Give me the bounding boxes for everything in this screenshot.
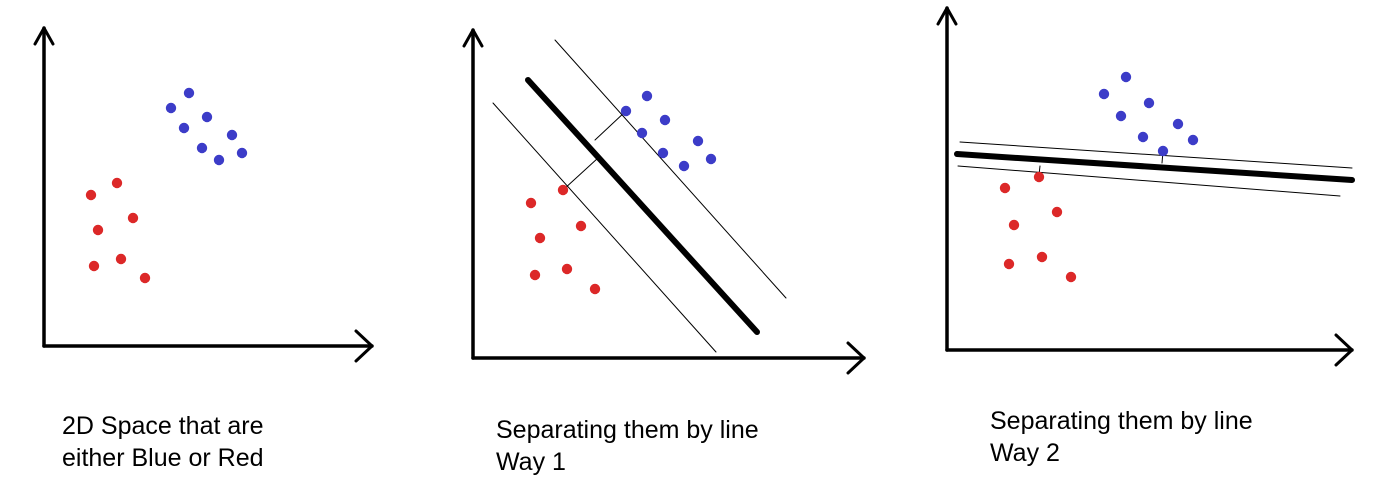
- red-point: [1033, 171, 1045, 183]
- lower-margin-line: [957, 165, 1341, 197]
- blue-point: [226, 129, 238, 141]
- blue-point: [678, 160, 690, 172]
- red-point: [999, 182, 1011, 194]
- panel-2-caption: Separating them by line Way 1: [496, 414, 759, 478]
- upper-margin-line: [959, 141, 1353, 169]
- blue-point: [201, 111, 213, 123]
- blue-point: [236, 147, 248, 159]
- red-point: [525, 197, 537, 209]
- separating-line: [525, 77, 760, 335]
- panel-2-caption-line-2: Way 1: [496, 448, 566, 476]
- red-point: [534, 232, 546, 244]
- upper-margin-line: [554, 39, 787, 299]
- blue-point: [1157, 145, 1169, 157]
- panel-1-caption: 2D Space that are either Blue or Red: [62, 410, 264, 474]
- blue-point: [196, 142, 208, 154]
- blue-point: [659, 114, 671, 126]
- red-point: [1036, 251, 1048, 263]
- blue-point: [692, 135, 704, 147]
- red-point: [92, 224, 104, 236]
- panel-3-caption: Separating them by line Way 2: [990, 405, 1253, 469]
- margin-distance-line: [562, 157, 599, 191]
- panel-3-caption-line-2: Way 2: [990, 439, 1060, 467]
- panel-1: [33, 26, 374, 363]
- panel-3: [936, 6, 1355, 367]
- lower-margin-line: [492, 102, 717, 353]
- y-axis-arrow: [33, 26, 55, 46]
- red-point: [529, 269, 541, 281]
- separating-line: [954, 151, 1355, 183]
- red-point: [115, 253, 127, 265]
- blue-point: [1172, 118, 1184, 130]
- margin-distance-line: [594, 110, 627, 141]
- blue-point: [1098, 88, 1110, 100]
- red-point: [111, 177, 123, 189]
- blue-point: [1137, 131, 1149, 143]
- blue-point: [641, 90, 653, 102]
- blue-point: [1187, 134, 1199, 146]
- panel-2: [462, 28, 866, 375]
- y-axis-arrow: [462, 28, 484, 48]
- blue-point: [1120, 71, 1132, 83]
- panel-3-caption-line-1: Separating them by line: [990, 407, 1253, 435]
- red-point: [1003, 258, 1015, 270]
- panel-1-caption-line-1: 2D Space that are: [62, 412, 264, 440]
- panel-1-caption-line-2: either Blue or Red: [62, 444, 264, 472]
- red-point: [127, 212, 139, 224]
- red-point: [88, 260, 100, 272]
- red-point: [1051, 206, 1063, 218]
- x-axis-arrow: [846, 341, 866, 375]
- red-point: [561, 263, 573, 275]
- blue-point: [636, 127, 648, 139]
- red-point: [575, 220, 587, 232]
- red-point: [85, 189, 97, 201]
- y-axis-arrow: [936, 6, 958, 26]
- x-axis-arrow: [354, 329, 374, 363]
- red-point: [1065, 271, 1077, 283]
- blue-point: [657, 147, 669, 159]
- blue-point: [705, 153, 717, 165]
- blue-point: [183, 87, 195, 99]
- panel-2-caption-line-1: Separating them by line: [496, 416, 759, 444]
- blue-point: [213, 154, 225, 166]
- red-point: [589, 283, 601, 295]
- blue-point: [620, 105, 632, 117]
- blue-point: [178, 122, 190, 134]
- blue-point: [1115, 110, 1127, 122]
- red-point: [1008, 219, 1020, 231]
- blue-point: [1143, 97, 1155, 109]
- blue-point: [165, 102, 177, 114]
- red-point: [139, 272, 151, 284]
- red-point: [557, 184, 569, 196]
- x-axis-arrow: [1334, 333, 1354, 367]
